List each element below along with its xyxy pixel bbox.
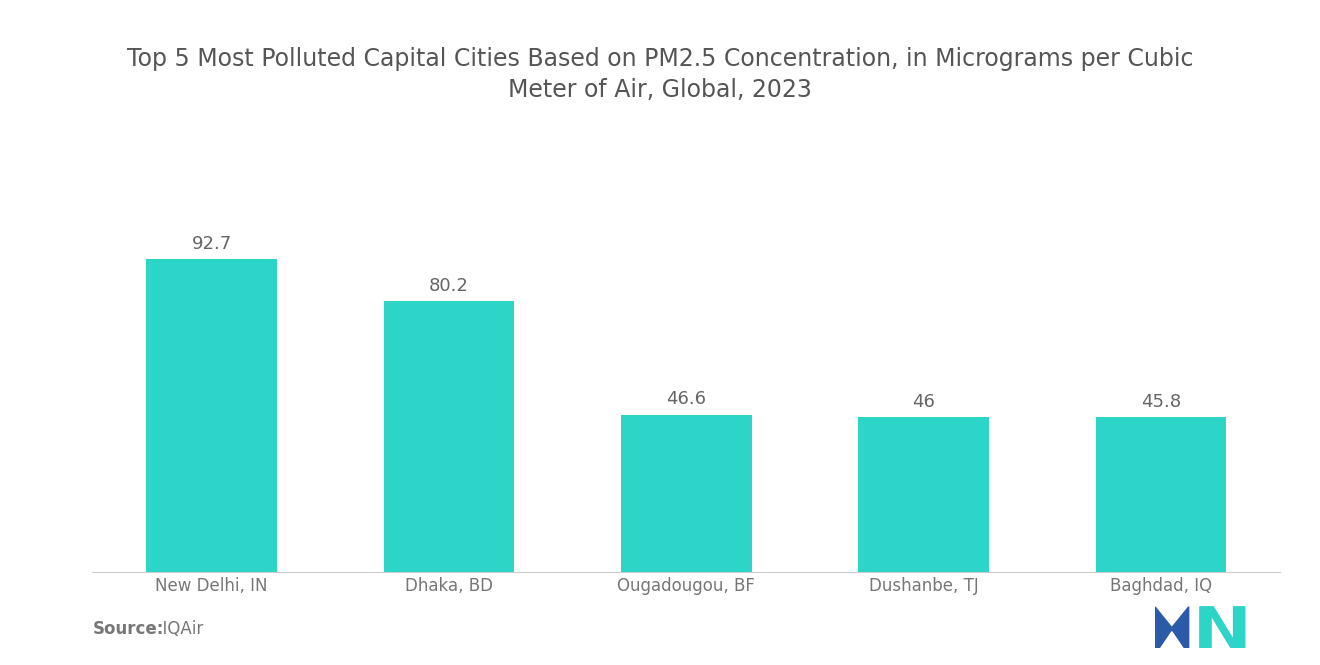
Bar (384, 301, 515, 572)
Polygon shape (1155, 606, 1189, 648)
Text: 45.8: 45.8 (1140, 393, 1181, 411)
Text: Source:: Source: (92, 620, 164, 638)
Bar (622, 414, 751, 572)
Bar (147, 259, 277, 572)
Text: 92.7: 92.7 (191, 235, 232, 253)
Text: Top 5 Most Polluted Capital Cities Based on PM2.5 Concentration, in Micrograms p: Top 5 Most Polluted Capital Cities Based… (127, 47, 1193, 102)
Text: 46: 46 (912, 392, 935, 410)
Bar (1096, 417, 1226, 572)
Bar (858, 416, 989, 572)
Polygon shape (1200, 606, 1245, 648)
Text: 46.6: 46.6 (667, 390, 706, 408)
Text: 80.2: 80.2 (429, 277, 469, 295)
Text: IQAir: IQAir (152, 620, 203, 638)
Polygon shape (1160, 632, 1183, 648)
